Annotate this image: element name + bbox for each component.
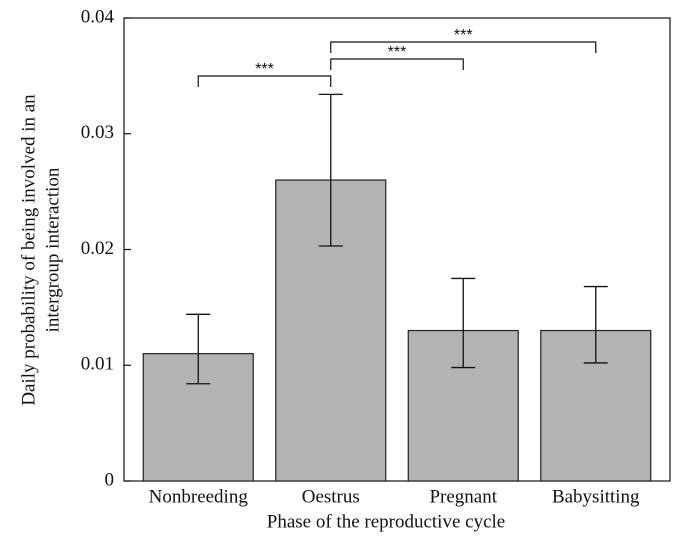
x-tick-label: Nonbreeding <box>149 486 249 507</box>
y-tick-label: 0.02 <box>81 238 114 259</box>
significance-label: *** <box>255 61 274 78</box>
x-tick-label: Babysitting <box>552 486 640 507</box>
significance-label: *** <box>454 27 473 44</box>
x-tick-label: Pregnant <box>429 486 497 507</box>
significance-bracket <box>330 58 464 70</box>
y-tick-label: 0.04 <box>81 6 115 27</box>
y-axis-label: Daily probability of being involved in a… <box>18 94 39 406</box>
y-axis-label: intergroup interaction <box>42 167 63 332</box>
y-tick-label: 0 <box>105 469 115 490</box>
x-axis-label: Phase of the reproductive cycle <box>267 511 505 532</box>
y-tick-label: 0.01 <box>81 354 114 375</box>
significance-label: *** <box>388 44 407 61</box>
significance-bracket <box>197 75 332 87</box>
x-tick-label: Oestrus <box>302 486 360 507</box>
y-tick-label: 0.03 <box>81 122 114 143</box>
significance-bracket <box>330 41 597 53</box>
